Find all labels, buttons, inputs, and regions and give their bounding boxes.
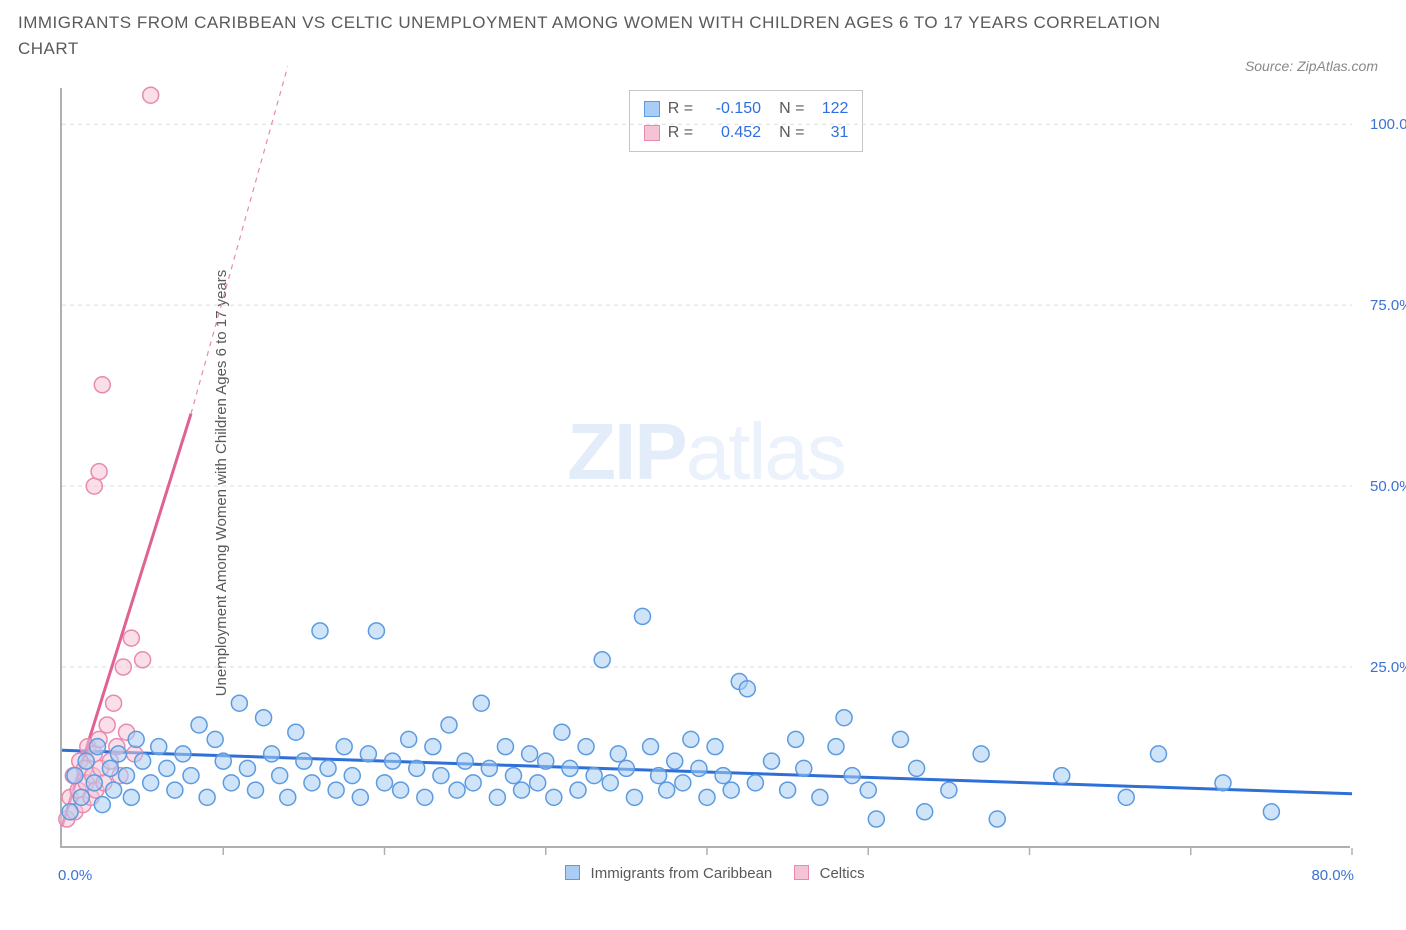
source-attribution: Source: ZipAtlas.com [1245, 58, 1378, 74]
plot-area: ZIPatlas R = -0.150 N = 122 R = 0.452 N … [60, 88, 1350, 848]
bottom-legend: Immigrants from Caribbean Celtics [62, 865, 1350, 882]
chart-header: IMMIGRANTS FROM CARIBBEAN VS CELTIC UNEM… [0, 0, 1406, 61]
svg-text:50.0%: 50.0% [1370, 478, 1406, 495]
legend-label-1: Celtics [820, 865, 865, 882]
scatter-svg: 25.0%50.0%75.0%100.0% [62, 88, 1352, 848]
svg-text:75.0%: 75.0% [1370, 297, 1406, 314]
chart-title: IMMIGRANTS FROM CARIBBEAN VS CELTIC UNEM… [18, 10, 1168, 61]
chart-container: Unemployment Among Women with Children A… [18, 88, 1388, 878]
svg-text:100.0%: 100.0% [1370, 116, 1406, 133]
legend-label-0: Immigrants from Caribbean [591, 865, 773, 882]
svg-text:25.0%: 25.0% [1370, 659, 1406, 676]
swatch-icon [794, 865, 809, 880]
swatch-icon [565, 865, 580, 880]
